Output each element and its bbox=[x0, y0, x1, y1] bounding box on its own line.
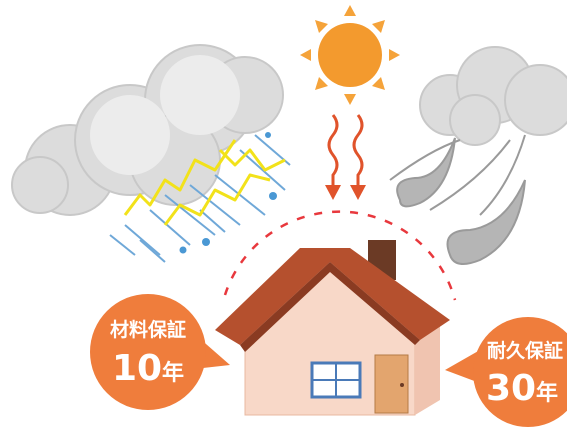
years-number: 10 bbox=[112, 348, 162, 389]
callout-years: 10年 bbox=[112, 348, 184, 389]
callout-years: 30年 bbox=[486, 368, 558, 409]
lightning bbox=[123, 139, 286, 226]
callout-material: 材料保証 10年 bbox=[90, 294, 230, 410]
years-unit: 年 bbox=[536, 380, 558, 406]
years-unit: 年 bbox=[162, 360, 184, 386]
rain bbox=[109, 134, 291, 263]
years-number: 30 bbox=[486, 368, 536, 409]
callout-label: 耐久保証 bbox=[487, 339, 563, 362]
heat-arrows bbox=[327, 114, 364, 187]
sun bbox=[300, 5, 400, 105]
house bbox=[215, 240, 450, 416]
cloud bbox=[419, 46, 567, 146]
callout-durability: 耐久保証 30年 bbox=[445, 317, 567, 427]
wind bbox=[389, 134, 526, 265]
callout-label: 材料保証 bbox=[110, 318, 186, 341]
